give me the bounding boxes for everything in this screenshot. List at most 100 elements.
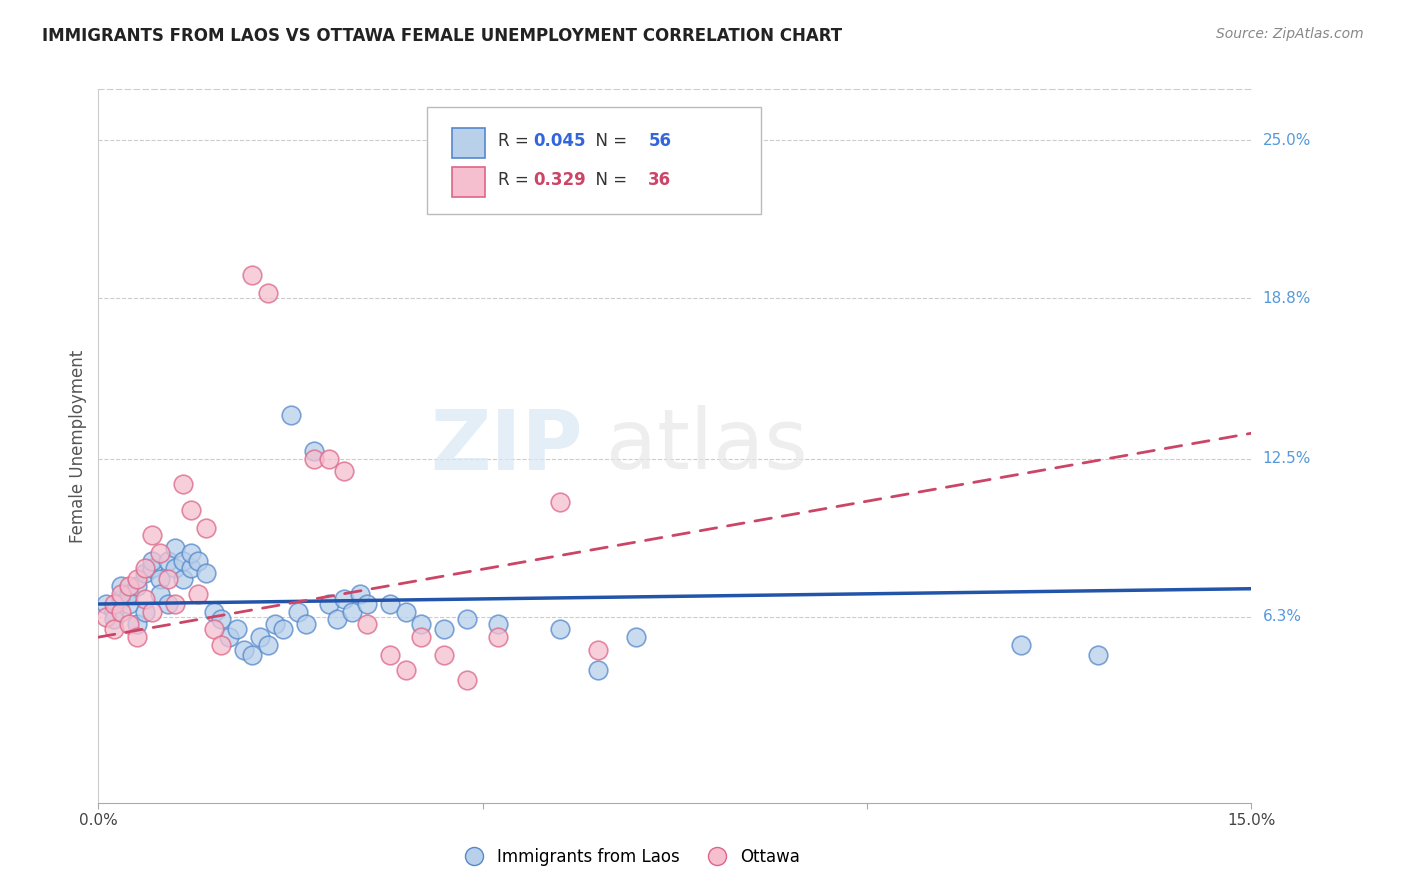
Point [180, 502, 202, 516]
Point [141, 554, 163, 568]
Point [333, 591, 356, 606]
Point [110, 587, 132, 601]
Point [302, 444, 325, 458]
Point [395, 605, 418, 619]
Point [380, 597, 402, 611]
Point [149, 587, 172, 601]
Point [333, 465, 356, 479]
Point [156, 554, 179, 568]
Text: 12.5%: 12.5% [1263, 451, 1310, 467]
Point [225, 623, 247, 637]
Point [486, 630, 509, 644]
Point [356, 597, 378, 611]
Point [180, 561, 202, 575]
Point [125, 630, 148, 644]
Point [172, 572, 194, 586]
Text: ZIP: ZIP [430, 406, 582, 486]
Point [149, 572, 172, 586]
Point [456, 673, 478, 688]
Legend: Immigrants from Laos, Ottawa: Immigrants from Laos, Ottawa [451, 842, 807, 873]
Text: 56: 56 [648, 132, 671, 150]
Point [187, 554, 209, 568]
Point [118, 617, 141, 632]
Text: atlas: atlas [606, 406, 807, 486]
Point [165, 541, 187, 555]
Point [411, 617, 433, 632]
Point [240, 648, 263, 662]
Text: Source: ZipAtlas.com: Source: ZipAtlas.com [1216, 27, 1364, 41]
Point [349, 587, 371, 601]
Point [271, 623, 294, 637]
Point [118, 597, 141, 611]
Point [141, 561, 163, 575]
Point [1087, 648, 1109, 662]
Point [586, 663, 609, 677]
Point [156, 597, 179, 611]
Text: 0.329: 0.329 [533, 171, 586, 189]
Point [395, 663, 418, 677]
Point [318, 451, 340, 466]
Point [209, 612, 232, 626]
Point [125, 579, 148, 593]
Text: IMMIGRANTS FROM LAOS VS OTTAWA FEMALE UNEMPLOYMENT CORRELATION CHART: IMMIGRANTS FROM LAOS VS OTTAWA FEMALE UN… [42, 27, 842, 45]
Point [626, 630, 648, 644]
Point [340, 605, 363, 619]
Point [165, 561, 187, 575]
Point [165, 597, 187, 611]
FancyBboxPatch shape [453, 128, 485, 159]
Point [209, 638, 232, 652]
Point [486, 617, 509, 632]
Text: N =: N = [585, 132, 633, 150]
Text: 6.3%: 6.3% [1263, 609, 1302, 624]
Point [180, 546, 202, 560]
Point [134, 561, 156, 575]
Point [103, 597, 125, 611]
Point [195, 566, 218, 581]
Text: R =: R = [499, 132, 534, 150]
Text: 18.8%: 18.8% [1263, 291, 1310, 306]
Point [187, 587, 209, 601]
Point [134, 605, 156, 619]
Point [110, 591, 132, 606]
Point [134, 591, 156, 606]
Point [256, 286, 278, 301]
Text: R =: R = [499, 171, 534, 189]
Point [218, 630, 240, 644]
Point [287, 605, 309, 619]
Point [295, 617, 318, 632]
Point [280, 409, 302, 423]
Point [318, 597, 340, 611]
Point [118, 579, 141, 593]
Point [380, 648, 402, 662]
Point [156, 572, 179, 586]
Point [94, 597, 117, 611]
Text: 25.0%: 25.0% [1263, 133, 1310, 148]
Point [125, 617, 148, 632]
Point [141, 605, 163, 619]
Point [195, 520, 218, 534]
Point [134, 566, 156, 581]
Point [548, 623, 571, 637]
Point [202, 605, 225, 619]
Point [149, 546, 172, 560]
Point [202, 623, 225, 637]
Point [264, 617, 287, 632]
Text: 36: 36 [648, 171, 672, 189]
Point [172, 477, 194, 491]
Point [125, 572, 148, 586]
Point [172, 554, 194, 568]
Point [433, 623, 456, 637]
Text: N =: N = [585, 171, 633, 189]
FancyBboxPatch shape [453, 167, 485, 197]
Point [110, 579, 132, 593]
Point [94, 609, 117, 624]
Point [103, 623, 125, 637]
Point [433, 648, 456, 662]
Point [233, 643, 256, 657]
Point [256, 638, 278, 652]
Point [548, 495, 571, 509]
Point [240, 268, 263, 283]
Point [302, 451, 325, 466]
Text: 0.045: 0.045 [533, 132, 585, 150]
Point [110, 605, 132, 619]
